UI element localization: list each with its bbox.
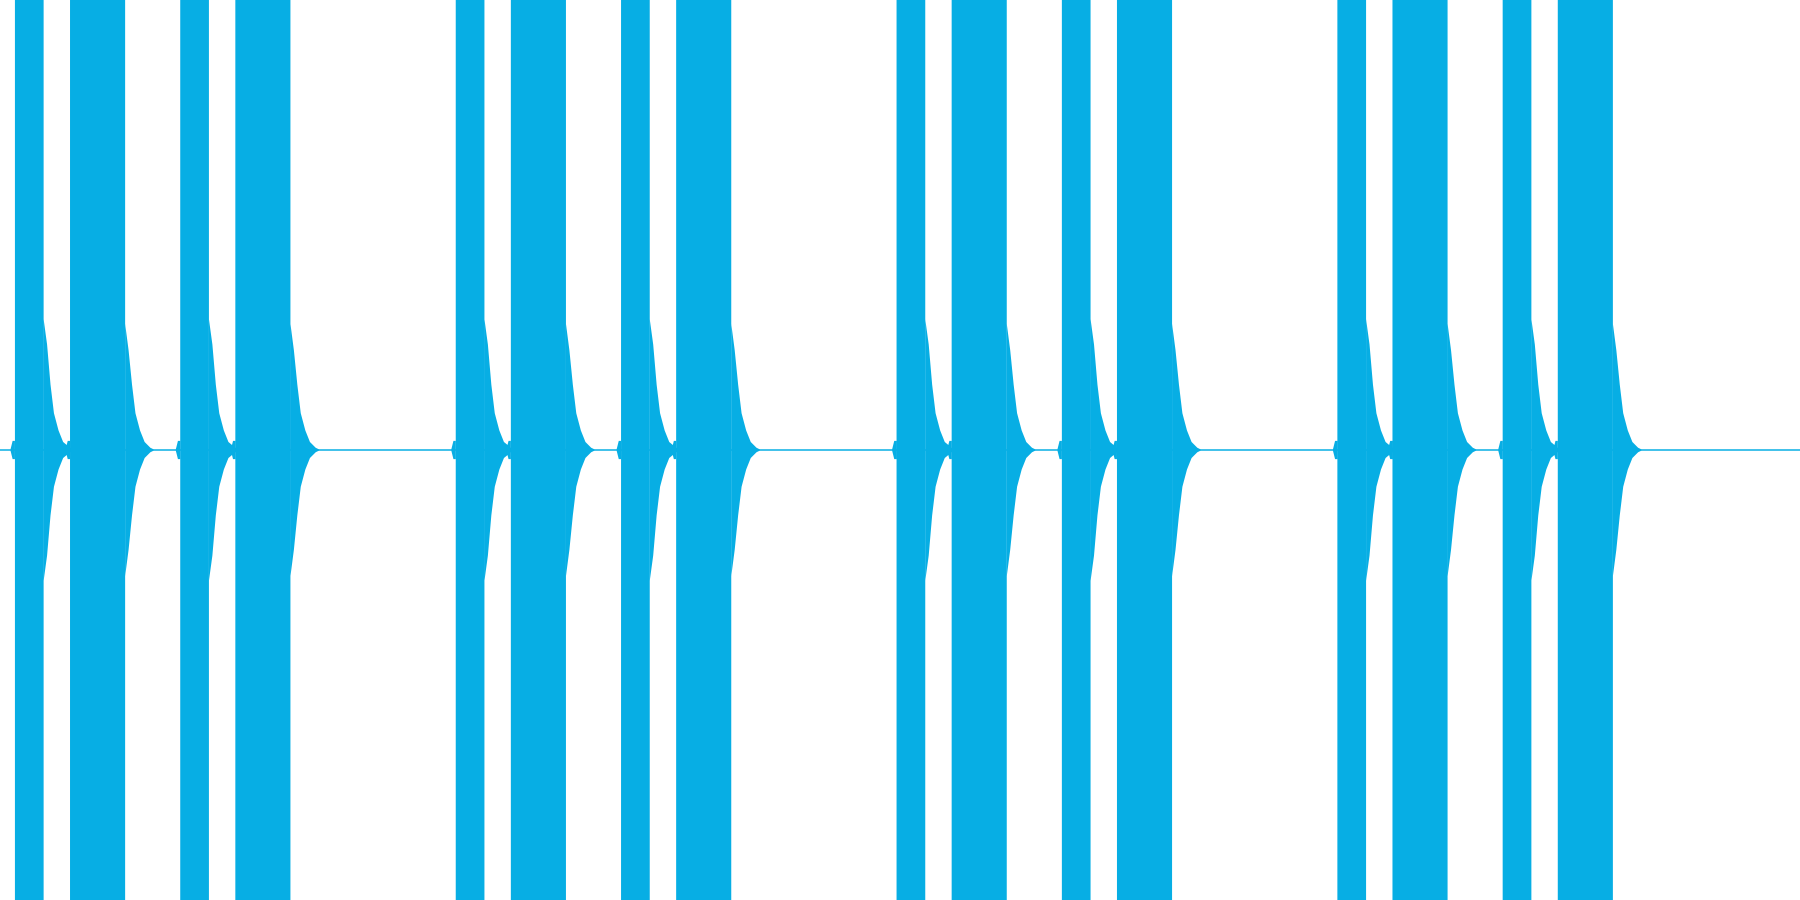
page: Waveform {} html, body { margin: 0; padd… — [0, 0, 1800, 900]
waveform — [0, 0, 1800, 900]
page-body: (() => { const data = JSON.parse(documen… — [0, 0, 1800, 900]
